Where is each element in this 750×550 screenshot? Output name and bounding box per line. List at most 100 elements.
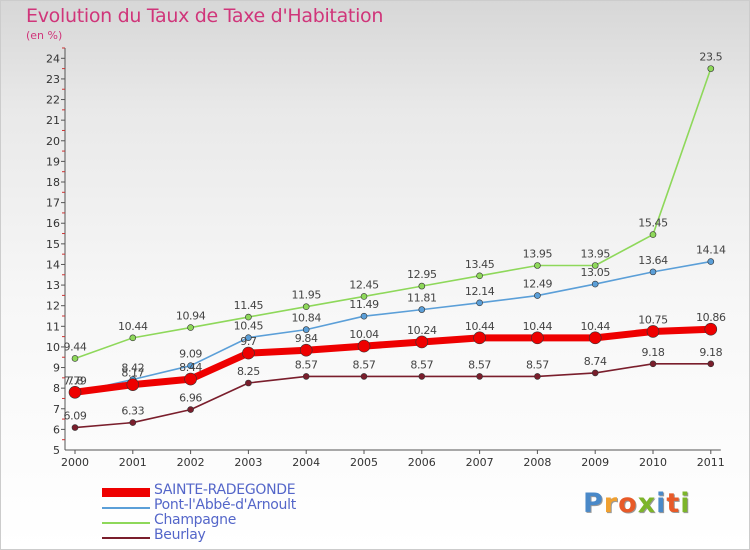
data-label-sainte-radegonde: 10.44 bbox=[580, 320, 610, 333]
data-point-champagne bbox=[71, 355, 79, 362]
logo-letter: t bbox=[666, 488, 681, 519]
y-tick-label: 17 bbox=[46, 197, 60, 210]
data-point-champagne bbox=[302, 303, 310, 311]
data-point-sainte-radegonde bbox=[184, 372, 197, 386]
data-point-pont-l-abb-d-arnoult bbox=[707, 258, 715, 265]
data-label-champagne: 12.95 bbox=[407, 268, 437, 281]
legend-label: SAINTE-RADEGONDE bbox=[154, 482, 296, 498]
legend-swatch bbox=[102, 507, 150, 509]
y-tick-label: 9 bbox=[53, 362, 60, 375]
y-tick-label: 10 bbox=[46, 341, 60, 354]
legend-swatch bbox=[102, 537, 150, 539]
data-point-champagne bbox=[591, 262, 599, 269]
series-line-beurlay bbox=[74, 363, 712, 429]
data-label-beurlay: 6.33 bbox=[121, 405, 144, 418]
data-point-pont-l-abb-d-arnoult bbox=[591, 280, 599, 288]
data-label-beurlay: 8.57 bbox=[295, 358, 318, 371]
data-label-pont-l-abb-d-arnoult: 13.05 bbox=[580, 266, 610, 279]
data-point-champagne bbox=[707, 65, 715, 72]
legend-swatch bbox=[102, 522, 150, 524]
x-tick-label: 2006 bbox=[408, 456, 436, 469]
data-label-beurlay: 9.18 bbox=[699, 346, 722, 359]
data-label-beurlay: 8.57 bbox=[526, 358, 549, 371]
series-line-champagne bbox=[74, 67, 712, 360]
logo-letter: x bbox=[637, 488, 657, 519]
logo-letter: i bbox=[656, 488, 667, 519]
data-label-pont-l-abb-d-arnoult: 12.49 bbox=[523, 278, 553, 291]
data-label-sainte-radegonde: 10.44 bbox=[465, 320, 495, 333]
x-tick-label: 2002 bbox=[177, 456, 205, 469]
data-label-beurlay: 8.57 bbox=[353, 358, 376, 371]
data-point-sainte-radegonde bbox=[646, 325, 660, 338]
y-tick-label: 8 bbox=[53, 382, 60, 395]
data-label-sainte-radegonde: 9.84 bbox=[295, 332, 318, 345]
data-label-sainte-radegonde: 10.44 bbox=[523, 320, 553, 333]
logo-letter: i bbox=[680, 488, 691, 519]
data-label-pont-l-abb-d-arnoult: 12.14 bbox=[465, 285, 495, 298]
x-tick-label: 2011 bbox=[697, 456, 725, 469]
data-point-pont-l-abb-d-arnoult bbox=[476, 299, 483, 307]
data-label-champagne: 23.5 bbox=[699, 51, 722, 64]
x-tick-label: 2008 bbox=[523, 456, 551, 469]
data-point-pont-l-abb-d-arnoult bbox=[302, 326, 310, 333]
data-point-beurlay bbox=[129, 419, 137, 426]
data-point-pont-l-abb-d-arnoult bbox=[649, 268, 657, 276]
data-label-champagne: 13.45 bbox=[465, 258, 495, 271]
chart-subtitle: (en %) bbox=[26, 29, 63, 42]
data-point-sainte-radegonde bbox=[588, 331, 602, 345]
data-point-sainte-radegonde bbox=[415, 335, 429, 349]
data-label-pont-l-abb-d-arnoult: 10.84 bbox=[291, 312, 321, 325]
data-point-champagne bbox=[534, 262, 541, 269]
line-chart: 5 6 7 8 9 10 11 12 13 14 15 16 17 18 19 20 21 22 23 24 2000 2… bbox=[46, 47, 727, 469]
data-label-champagne: 11.45 bbox=[234, 299, 264, 312]
legend-label: Beurlay bbox=[154, 527, 206, 543]
y-tick-label: 22 bbox=[46, 94, 60, 107]
data-label-sainte-radegonde: 9.7 bbox=[240, 335, 257, 348]
data-label-beurlay: 9.18 bbox=[642, 346, 665, 359]
series-line-pont-l-abb-d-arnoult bbox=[74, 260, 712, 394]
data-point-sainte-radegonde bbox=[357, 339, 371, 353]
y-tick-label: 15 bbox=[46, 238, 60, 251]
data-label-champagne: 13.95 bbox=[523, 247, 553, 260]
data-point-champagne bbox=[418, 282, 426, 290]
data-label-pont-l-abb-d-arnoult: 11.49 bbox=[349, 298, 379, 311]
y-tick-label: 6 bbox=[53, 423, 60, 436]
data-point-sainte-radegonde bbox=[126, 378, 140, 391]
legend-label: Pont-l'Abbé-d'Arnoult bbox=[154, 497, 296, 513]
y-tick-label: 20 bbox=[46, 135, 60, 148]
data-label-beurlay: 8.25 bbox=[237, 365, 260, 378]
data-point-pont-l-abb-d-arnoult bbox=[418, 306, 426, 313]
x-tick-label: 2004 bbox=[292, 456, 320, 469]
data-label-pont-l-abb-d-arnoult: 9.09 bbox=[179, 348, 202, 361]
chart-axes: 5 6 7 8 9 10 11 12 13 14 15 16 17 18 19 20 21 22 23 24 2000 2… bbox=[46, 47, 725, 469]
y-tick-label: 12 bbox=[46, 300, 60, 313]
data-label-beurlay: 8.74 bbox=[584, 355, 607, 368]
data-point-beurlay bbox=[302, 373, 310, 380]
data-label-champagne: 13.95 bbox=[580, 247, 610, 260]
data-label-sainte-radegonde: 10.24 bbox=[407, 324, 437, 337]
data-label-pont-l-abb-d-arnoult: 14.14 bbox=[696, 244, 726, 257]
x-tick-label: 2003 bbox=[234, 456, 262, 469]
data-point-sainte-radegonde bbox=[473, 331, 486, 345]
legend-swatch bbox=[102, 488, 150, 497]
data-point-sainte-radegonde bbox=[68, 385, 82, 399]
data-label-beurlay: 6.96 bbox=[179, 392, 202, 405]
x-tick-label: 2000 bbox=[61, 456, 89, 469]
data-point-sainte-radegonde bbox=[704, 322, 718, 336]
data-label-sainte-radegonde: 10.04 bbox=[349, 328, 379, 341]
chart-title: Evolution du Taux de Taxe d'Habitation bbox=[26, 5, 384, 27]
data-labels-layer: 6.09 6.33 6.96 8.25 8.57 8.57 8.57 8.57 8.57 8.74… bbox=[64, 51, 727, 423]
data-point-pont-l-abb-d-arnoult bbox=[360, 312, 368, 320]
data-point-beurlay bbox=[418, 373, 426, 380]
x-tick-label: 2001 bbox=[119, 456, 147, 469]
y-tick-label: 19 bbox=[46, 155, 60, 168]
data-label-pont-l-abb-d-arnoult: 10.45 bbox=[234, 320, 264, 333]
y-tick-label: 16 bbox=[46, 217, 60, 230]
y-tick-label: 21 bbox=[46, 114, 60, 127]
data-point-beurlay bbox=[245, 379, 252, 387]
data-point-pont-l-abb-d-arnoult bbox=[187, 362, 194, 369]
x-tick-label: 2007 bbox=[466, 456, 494, 469]
logo-letter: P bbox=[583, 488, 604, 519]
data-label-sainte-radegonde: 8.44 bbox=[179, 361, 202, 374]
